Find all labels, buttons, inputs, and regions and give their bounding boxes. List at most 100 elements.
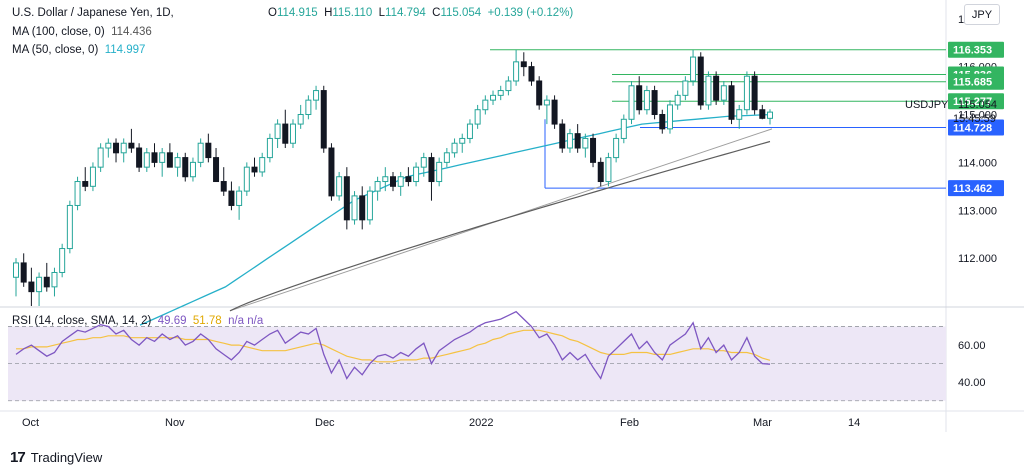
candle xyxy=(274,119,281,149)
ma50-label: MA (50, close, 0) xyxy=(12,44,99,56)
candle xyxy=(736,104,743,129)
tradingview-logo-icon: 17 xyxy=(10,449,26,466)
candle xyxy=(613,133,620,163)
candle xyxy=(466,119,473,144)
level-lines xyxy=(490,49,946,189)
ohlc-readout: O114.915 H115.110 L114.794 C115.054 +0.1… xyxy=(268,7,573,19)
candle xyxy=(574,124,581,153)
candle xyxy=(251,157,258,177)
candle-body xyxy=(136,147,143,168)
candle xyxy=(389,171,397,192)
currency-button[interactable]: JPY xyxy=(964,4,1000,25)
candle xyxy=(59,243,66,278)
candle xyxy=(66,200,73,254)
level-badge-label: 113.462 xyxy=(953,183,992,195)
candle-body xyxy=(43,276,50,288)
candle-body xyxy=(151,152,158,163)
level-badge-label: 115.685 xyxy=(953,77,992,89)
candle-body xyxy=(336,176,343,197)
candle xyxy=(582,133,589,158)
last-price-symbol: USDJPY xyxy=(905,99,949,111)
candle xyxy=(74,176,81,211)
open-label: O xyxy=(268,7,277,19)
candle-body xyxy=(143,152,150,168)
candle-body xyxy=(351,195,358,221)
candle xyxy=(505,76,512,96)
time-tick-label: Nov xyxy=(165,417,185,429)
low-value: 114.794 xyxy=(385,7,426,19)
candle-body xyxy=(628,85,635,120)
chart-legend: U.S. Dollar / Japanese Yen, 1D, xyxy=(12,7,174,19)
candle-body xyxy=(482,99,489,111)
candle-body xyxy=(613,137,620,159)
candle xyxy=(97,143,104,172)
candle xyxy=(320,85,327,153)
candle xyxy=(36,272,43,306)
candle-body xyxy=(590,137,597,163)
level-badge: 115.685 xyxy=(948,73,1004,90)
candle xyxy=(113,138,120,163)
candle-body xyxy=(205,142,212,159)
candle-body xyxy=(243,166,250,192)
candle xyxy=(666,100,673,134)
candle-body xyxy=(182,157,189,178)
candle xyxy=(528,61,535,86)
candle-body xyxy=(297,114,304,125)
time-tick-label: Mar xyxy=(753,417,772,429)
candle xyxy=(628,80,635,125)
close-label: C xyxy=(432,7,441,19)
candle-body xyxy=(497,90,504,96)
level-badge-bg xyxy=(948,41,1004,58)
candle-body xyxy=(59,248,66,273)
rsi-legend[interactable]: RSI (14, close, SMA, 14, 2) 49.69 51.78 … xyxy=(12,315,263,327)
ma100-legend[interactable]: MA (100, close, 0) 114.436 xyxy=(12,26,152,38)
candle xyxy=(490,90,497,105)
close-value: 115.054 xyxy=(440,7,482,19)
symbol-title[interactable]: U.S. Dollar / Japanese Yen, 1D, xyxy=(12,7,174,19)
candle-body xyxy=(382,176,389,183)
candle-body xyxy=(413,166,420,183)
candle xyxy=(351,191,358,225)
candle-body xyxy=(720,85,727,101)
candle-body xyxy=(743,75,750,111)
price-tick-label: 112.000 xyxy=(958,253,997,265)
candle xyxy=(228,181,235,211)
candle xyxy=(482,95,489,115)
candle-body xyxy=(451,142,458,154)
candle xyxy=(289,119,296,149)
candle-body xyxy=(566,133,573,149)
candle xyxy=(513,49,520,86)
tradingview-logo[interactable]: 17 TradingView xyxy=(10,449,102,466)
candle xyxy=(766,109,774,125)
candle xyxy=(543,95,550,125)
candle xyxy=(236,186,243,220)
candle-body xyxy=(397,176,404,187)
candle-body xyxy=(651,90,658,116)
ma100-label: MA (100, close, 0) xyxy=(12,26,105,38)
candle-body xyxy=(159,152,166,163)
change-value: +0.139 (+0.12%) xyxy=(487,7,574,19)
candle-body xyxy=(28,281,35,293)
candle-body xyxy=(74,181,81,206)
candle-body xyxy=(443,152,450,163)
candle-body xyxy=(120,142,127,154)
candle-body xyxy=(366,190,373,221)
candle-body xyxy=(713,75,720,101)
candle xyxy=(705,71,712,110)
ma50-legend[interactable]: MA (50, close, 0) 114.997 xyxy=(12,44,145,56)
candle-body xyxy=(536,80,543,106)
candle-body xyxy=(282,123,289,144)
candle-body xyxy=(466,123,473,139)
level-badge: 115.277 xyxy=(948,93,1004,110)
candle-body xyxy=(82,181,89,187)
candle xyxy=(220,167,227,196)
candle-body xyxy=(705,75,712,106)
candle xyxy=(243,162,250,196)
candles xyxy=(12,49,774,306)
candle xyxy=(559,119,566,153)
candle xyxy=(566,128,573,153)
candle xyxy=(474,104,481,129)
price-tick-label: 115.000 xyxy=(958,110,997,122)
candle-body xyxy=(528,66,535,82)
